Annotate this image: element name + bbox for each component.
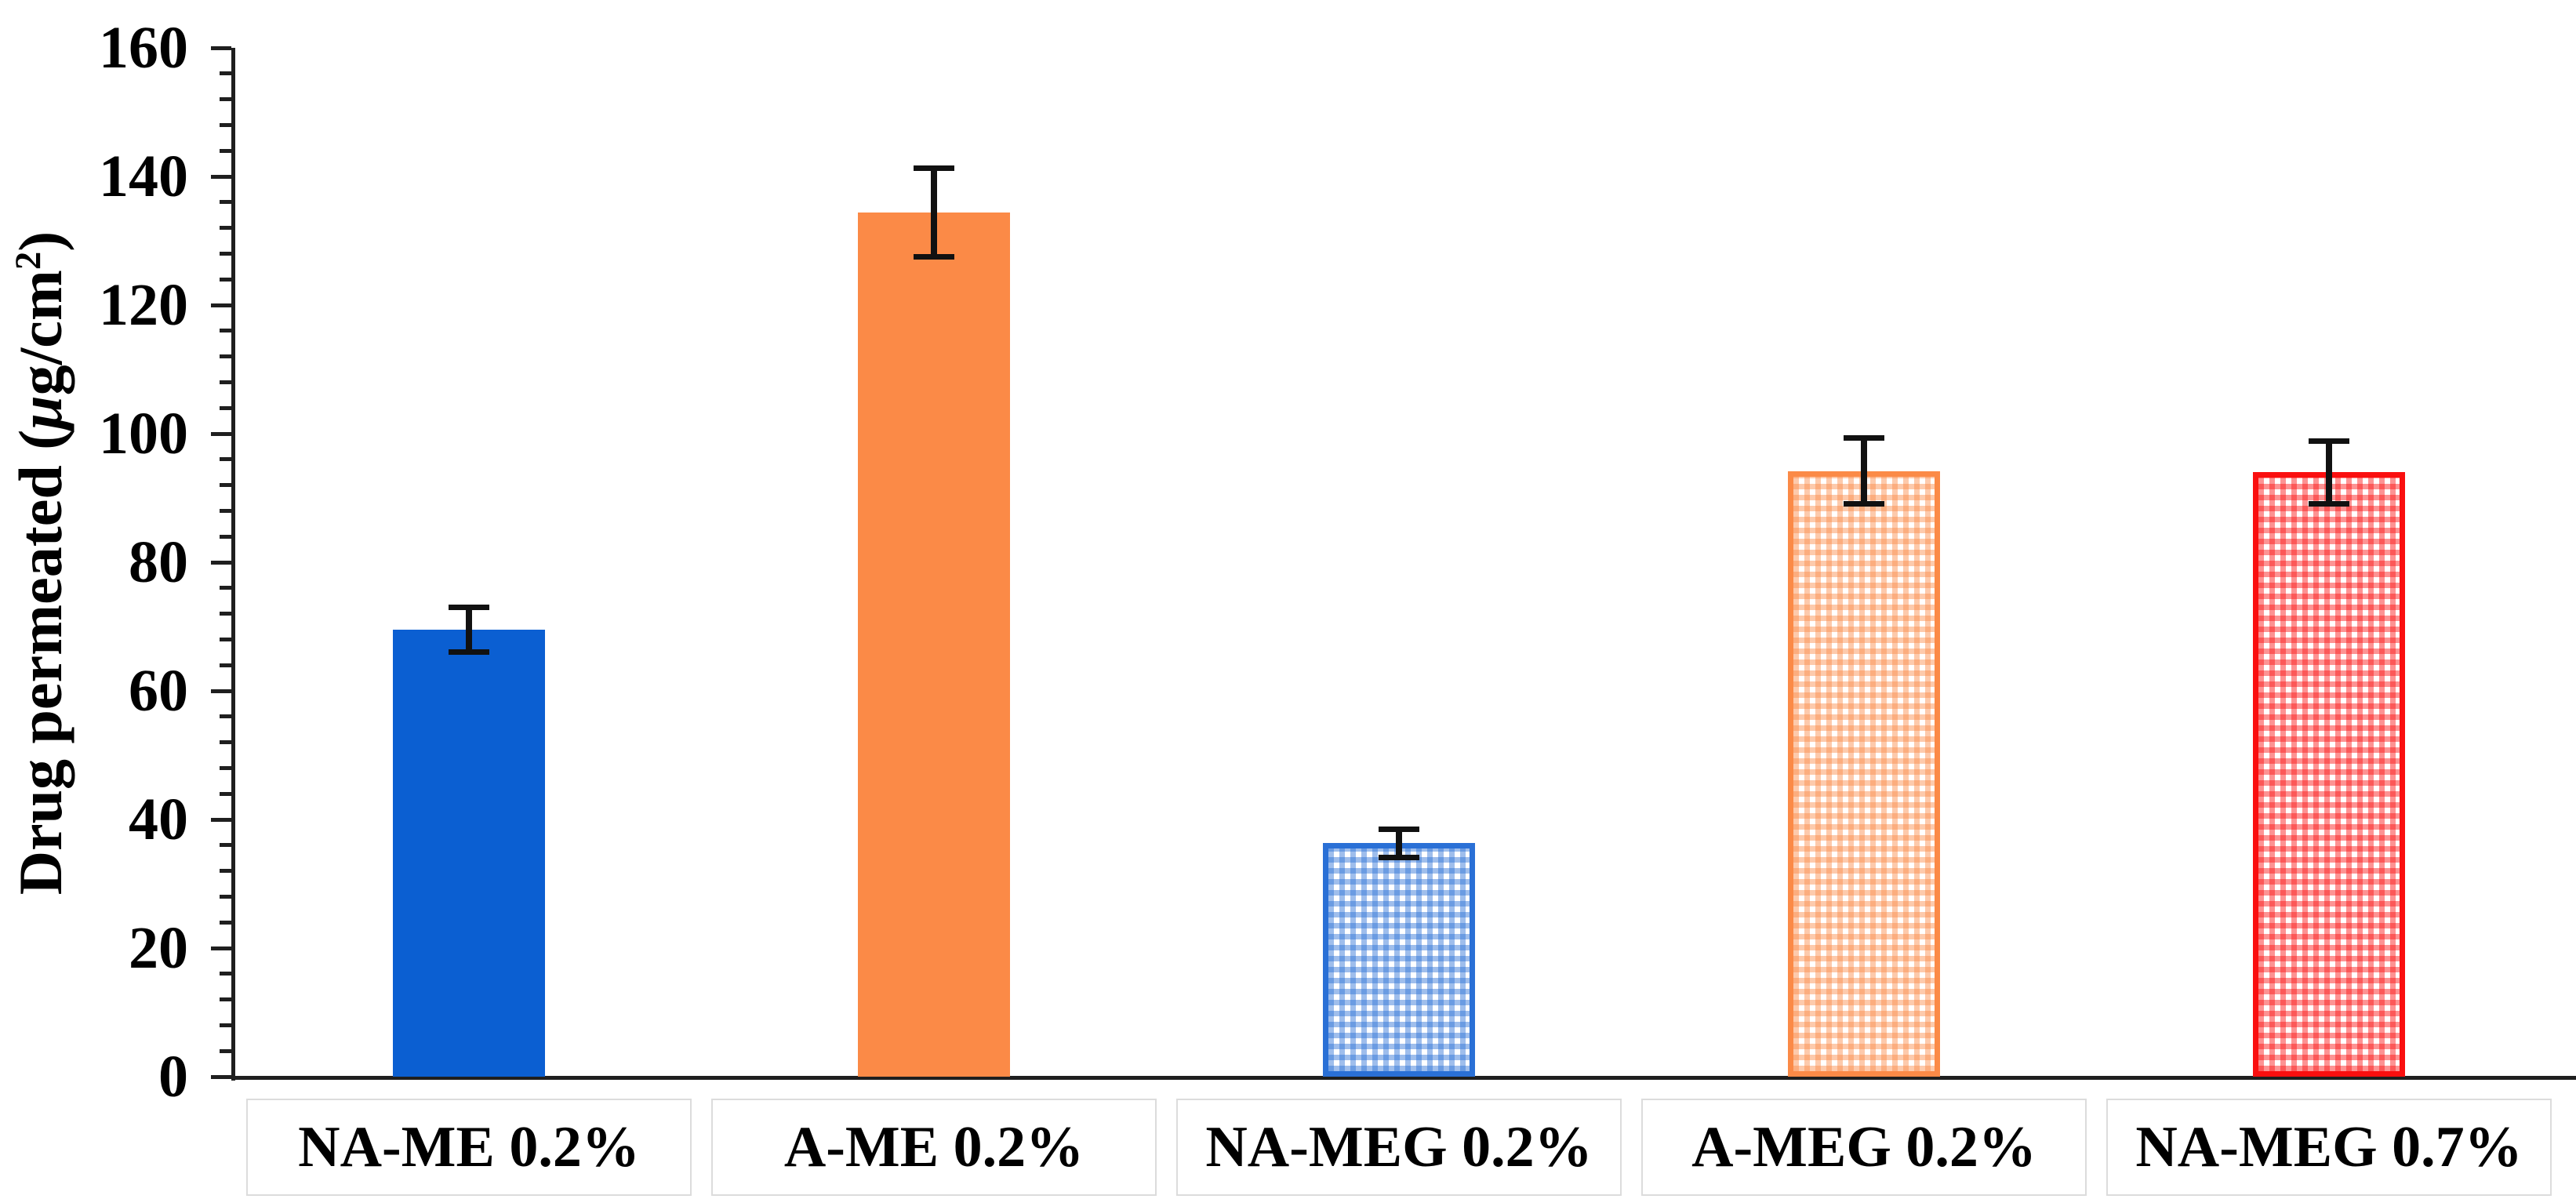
y-axis-title-close: ) [6, 231, 74, 252]
error-bar-bottom-cap-2 [914, 254, 954, 260]
y-minor-tick [220, 122, 231, 127]
y-minor-tick [220, 329, 231, 333]
error-bar-5 [2326, 441, 2332, 504]
y-tick-label: 120 [99, 272, 188, 338]
bar-1 [393, 630, 545, 1077]
y-minor-tick [220, 972, 231, 976]
x-category-label: A-MEG 0.2% [1691, 1115, 2036, 1179]
y-minor-tick [220, 457, 231, 462]
x-label-box-1: NA-ME 0.2% [246, 1099, 692, 1196]
y-minor-tick [220, 483, 231, 488]
error-bar-bottom-cap-5 [2309, 500, 2349, 507]
x-category-label: NA-ME 0.2% [298, 1115, 640, 1179]
y-tick-label: 140 [99, 144, 188, 209]
x-label-box-3: NA-MEG 0.2% [1176, 1099, 1622, 1196]
y-minor-tick [220, 663, 231, 667]
y-tick-label: 40 [129, 787, 188, 852]
y-tick-label: 60 [129, 658, 188, 724]
y-minor-tick [220, 277, 231, 282]
y-major-tick [211, 174, 231, 179]
y-tick-label: 160 [99, 15, 188, 81]
y-major-tick [211, 45, 231, 50]
x-category-label: A-ME 0.2% [783, 1115, 1085, 1179]
error-bar-3 [1396, 829, 1402, 858]
y-major-tick [211, 946, 231, 950]
y-major-tick [211, 431, 231, 436]
y-minor-tick [220, 791, 231, 796]
y-axis-line [231, 48, 235, 1081]
y-minor-tick [220, 226, 231, 231]
y-minor-tick [220, 765, 231, 770]
y-minor-tick [220, 1048, 231, 1053]
x-label-box-2: A-ME 0.2% [711, 1099, 1157, 1196]
y-minor-tick [220, 714, 231, 719]
bar-5 [2253, 472, 2405, 1077]
y-major-tick [211, 1074, 231, 1079]
y-major-tick [211, 303, 231, 307]
y-tick-label: 20 [129, 915, 188, 981]
superscript-2: 2 [8, 251, 49, 271]
x-axis-line [231, 1076, 2576, 1080]
y-minor-tick [220, 894, 231, 899]
y-tick-label: 80 [129, 529, 188, 595]
error-bar-1 [466, 607, 472, 652]
bar-4 [1788, 471, 1940, 1077]
y-minor-tick [220, 612, 231, 616]
error-bar-bottom-cap-1 [449, 649, 489, 656]
x-category-label: NA-MEG 0.2% [1205, 1115, 1593, 1179]
error-bar-top-cap-5 [2309, 438, 2349, 444]
y-minor-tick [220, 920, 231, 925]
y-major-tick [211, 689, 231, 693]
error-bar-top-cap-1 [449, 604, 489, 610]
error-bar-2 [931, 168, 937, 257]
x-category-label: NA-MEG 0.7% [2135, 1115, 2523, 1179]
error-bar-bottom-cap-3 [1379, 854, 1419, 860]
y-minor-tick [220, 1023, 231, 1027]
y-minor-tick [220, 97, 231, 102]
y-minor-tick [220, 997, 231, 1002]
error-bar-top-cap-3 [1379, 826, 1419, 832]
y-major-tick [211, 817, 231, 822]
error-bar-bottom-cap-4 [1844, 500, 1884, 507]
y-minor-tick [220, 148, 231, 153]
y-minor-tick [220, 869, 231, 874]
y-minor-tick [220, 534, 231, 539]
y-minor-tick [220, 405, 231, 410]
y-minor-tick [220, 508, 231, 513]
y-minor-tick [220, 251, 231, 256]
error-bar-top-cap-2 [914, 165, 954, 171]
y-minor-tick [220, 843, 231, 848]
y-minor-tick [220, 71, 231, 76]
y-tick-label: 100 [99, 401, 188, 467]
error-bar-4 [1861, 438, 1867, 504]
error-bar-top-cap-4 [1844, 435, 1884, 441]
y-minor-tick [220, 354, 231, 359]
y-major-tick [211, 560, 231, 565]
bar-3 [1323, 843, 1475, 1077]
y-minor-tick [220, 637, 231, 641]
y-minor-tick [220, 200, 231, 205]
y-minor-tick [220, 380, 231, 384]
y-minor-tick [220, 586, 231, 590]
bar-2 [858, 212, 1010, 1077]
y-minor-tick [220, 740, 231, 745]
x-label-box-5: NA-MEG 0.7% [2106, 1099, 2552, 1196]
y-tick-label: 0 [158, 1044, 188, 1110]
x-label-box-4: A-MEG 0.2% [1641, 1099, 2087, 1196]
